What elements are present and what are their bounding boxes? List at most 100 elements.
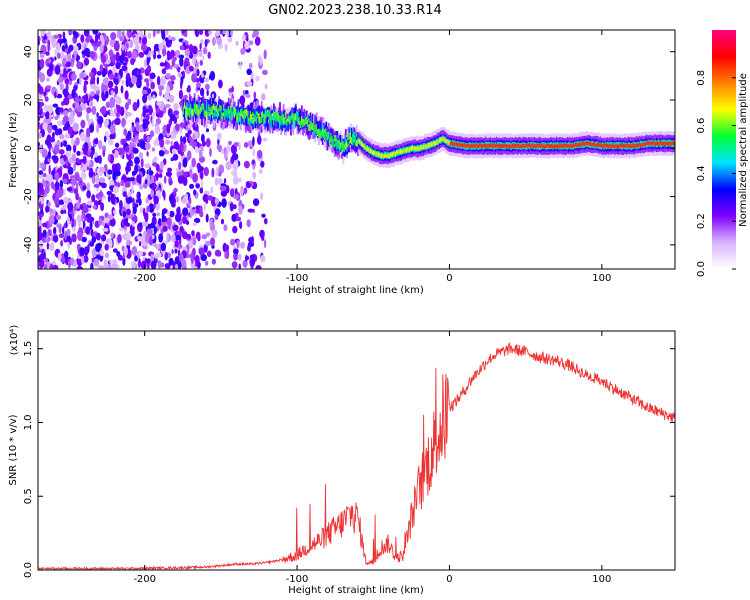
spectrogram-ridge-cell — [258, 118, 261, 123]
spectrogram-cell — [72, 54, 75, 59]
spectrogram-cell — [76, 243, 81, 250]
spectrogram-cell — [264, 218, 268, 225]
spectrogram-cell — [244, 41, 250, 50]
spectrogram-cell — [240, 241, 245, 249]
spectrogram-cell — [88, 170, 94, 178]
spectrogram-cell — [91, 106, 97, 115]
spectrogram-ridge-cell — [377, 152, 380, 157]
spectrogram-ridge-cell — [284, 118, 286, 125]
spectrogram-cell — [97, 140, 103, 150]
spectrogram-cell — [58, 149, 65, 155]
spectrogram-cell — [94, 138, 99, 145]
spectrogram-cell — [225, 160, 232, 171]
spectrogram-cell — [71, 153, 77, 163]
spectrogram-ridge-cell — [197, 105, 200, 109]
spectrogram-cell — [204, 240, 211, 246]
snr-x-label: Height of straight line (km) — [288, 585, 424, 596]
spectrogram-cell — [131, 216, 138, 222]
snr-panel: -200 -100 0 100 0.0 0.5 1.0 1.5 Height of stra… — [8, 325, 676, 596]
spectrogram-cell — [152, 94, 156, 100]
spectrogram-ridge-cell — [296, 117, 298, 121]
spectrogram-ridge-cell — [332, 139, 335, 147]
spectrogram-cell — [134, 255, 139, 262]
spectrogram-cell — [54, 65, 61, 75]
spectrogram-cell — [90, 262, 94, 269]
spectrogram-cell — [38, 36, 41, 42]
spectrogram-ridge-cell — [298, 120, 301, 125]
spectrogram-cell — [102, 150, 106, 157]
spectrogram-cell — [199, 187, 204, 194]
spectrogram-ridge-cell — [324, 129, 326, 134]
spectrogram-cell — [147, 88, 152, 94]
spectrogram-cell — [191, 157, 196, 168]
spectrogram-cell — [60, 240, 64, 247]
spectrogram-cell — [173, 141, 179, 151]
spectrogram-cell — [261, 213, 266, 218]
spectrogram-ridge-cell — [471, 144, 474, 149]
spectrogram-ridge-cell — [303, 121, 306, 125]
spectrogram-ridge-cell — [190, 106, 192, 111]
spectrogram-cell — [177, 72, 183, 78]
spectrogram-ridge-cell — [452, 141, 454, 146]
spectrogram-cell — [67, 166, 74, 175]
spectrogram-cell — [185, 132, 190, 138]
spectrogram-cell — [158, 110, 164, 118]
spectrogram-ridge-cell — [341, 150, 344, 154]
spectrogram-cell — [108, 49, 114, 57]
spectrogram-cell — [86, 127, 91, 138]
spectrogram-cell — [201, 234, 208, 240]
spectrogram-cell — [185, 244, 190, 255]
spectrogram-ridge-cell — [354, 141, 357, 146]
spectrogram-cell — [154, 125, 161, 135]
spectrogram-ridge-cell — [299, 109, 302, 127]
spectrogram-cell — [79, 97, 85, 103]
spectrogram-cell — [205, 83, 210, 91]
spectrogram-cell — [227, 36, 233, 43]
spectrogram-ridge-cell — [315, 124, 318, 131]
spectrogram-cell — [99, 34, 104, 42]
spectrogram-cell — [178, 253, 184, 262]
spectrogram-cell — [48, 164, 51, 175]
spectrogram-cell — [143, 207, 146, 217]
spectrogram-cell — [99, 166, 105, 174]
spectrogram-cell — [211, 167, 215, 178]
spectrogram-ridge-cell — [463, 143, 465, 148]
spectrogram-ridge-cell — [314, 114, 317, 132]
spectrogram-cell — [173, 102, 179, 111]
spectrogram-cell — [96, 76, 100, 85]
spectrogram-ridge-cell — [232, 111, 235, 116]
spectrogram-ridge-cell — [419, 146, 422, 151]
spectrogram-ridge-cell — [370, 149, 373, 154]
spectrogram-cell — [106, 35, 109, 45]
spectrogram-cell — [172, 224, 179, 231]
spectrogram-cell — [151, 147, 156, 152]
spectrogram-ridge-cell — [382, 154, 385, 158]
spectrogram-cell — [179, 122, 186, 128]
spectrogram-cell — [102, 145, 107, 153]
spectrogram-cell — [198, 261, 201, 269]
spectrogram-cell — [53, 227, 57, 235]
spectrogram-ridge-cell — [276, 117, 279, 129]
y-tick-label: 0.0 — [23, 562, 34, 578]
spectrogram-cell — [79, 72, 85, 79]
spectrogram-ridge-cell — [276, 112, 279, 117]
spectrogram-ridge-cell — [285, 120, 287, 125]
spectrogram-ridge-cell — [188, 101, 191, 112]
spectrogram-cell — [73, 162, 77, 172]
spectrogram-cell — [264, 83, 268, 90]
spectrogram-ridge-cell — [310, 125, 313, 130]
spectrogram-cell — [190, 171, 193, 179]
spectrogram-cell — [48, 142, 51, 152]
spectrogram-cell — [207, 195, 214, 201]
spectrogram-ridge-cell — [266, 113, 269, 130]
spectrogram-cell — [51, 41, 57, 48]
spectrogram-cell — [52, 260, 56, 266]
spectrogram-cell — [262, 137, 268, 142]
spectrogram-cell — [67, 30, 73, 34]
spectrogram-cell — [231, 85, 235, 93]
spectrogram-ridge-cell — [186, 110, 189, 118]
spectrogram-ridge-cell — [357, 141, 359, 146]
spectrogram-ridge-cell — [182, 106, 185, 111]
spectrogram-cell — [174, 234, 181, 241]
spectrogram-cell — [137, 73, 142, 84]
